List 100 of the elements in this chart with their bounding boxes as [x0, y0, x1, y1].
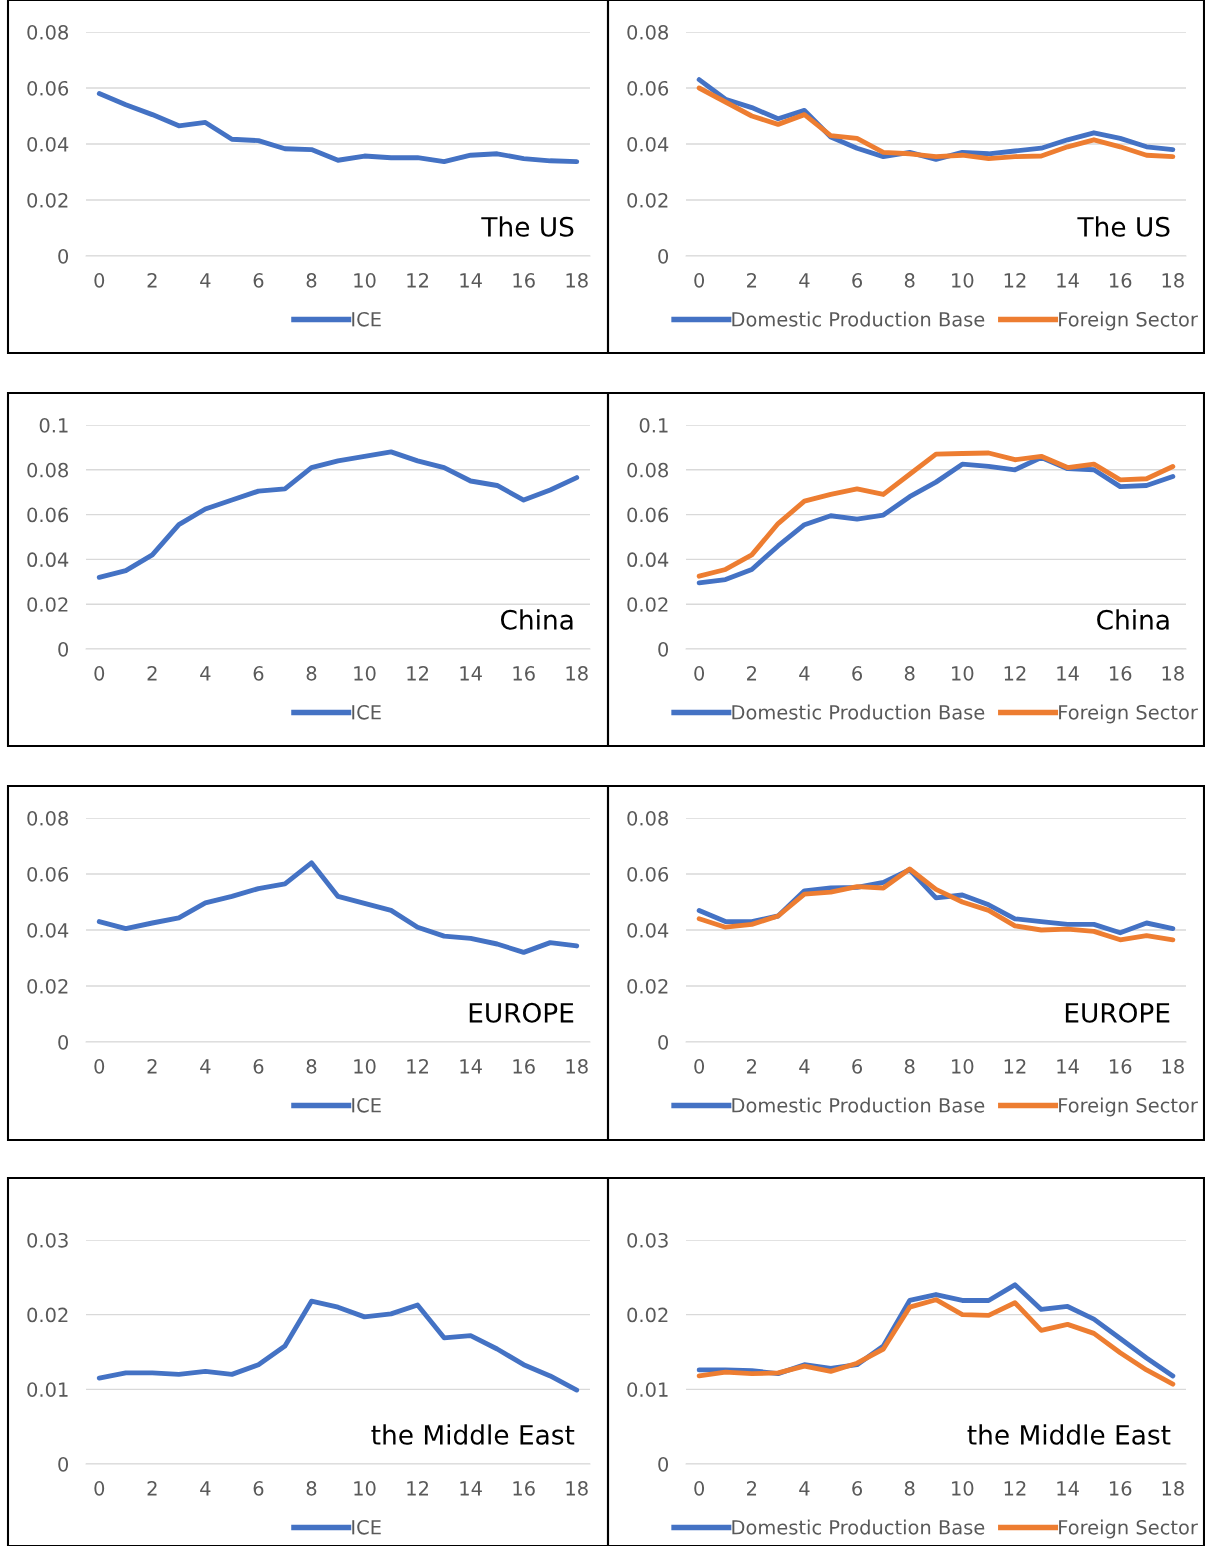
line-series — [96, 860, 580, 955]
x-tick-label: 4 — [799, 1059, 810, 1074]
x-tick-label: 12 — [1004, 1059, 1026, 1074]
annotation: EUROPE — [469, 1002, 574, 1023]
x-tick-label: 10 — [952, 666, 974, 681]
x-tick-label: 8 — [306, 1481, 317, 1496]
y-tick-label: 0 — [658, 641, 669, 657]
x-tick-label: 8 — [904, 1481, 915, 1496]
x-tick-label: 16 — [513, 1059, 535, 1074]
x-tick-label: 16 — [513, 1481, 535, 1496]
x-tick-label: 4 — [200, 666, 211, 681]
x-tick-label: 2 — [147, 1059, 157, 1074]
x-tick-label: 0 — [94, 666, 105, 681]
annotation: the Middle East — [371, 1424, 575, 1445]
y-tick-label: 0 — [58, 1034, 69, 1050]
x-tick-label: 4 — [200, 1481, 211, 1496]
x-tick-label: 12 — [407, 1481, 428, 1496]
x-tick-label: 2 — [747, 666, 757, 681]
x-tick-label: 4 — [799, 666, 810, 681]
x-tick-label: 18 — [1162, 1481, 1184, 1496]
x-tick-label: 8 — [904, 273, 915, 288]
y-tick-label: 0.02 — [627, 978, 668, 994]
y-tick-label: 0.06 — [627, 80, 669, 96]
x-tick-label: 14 — [1057, 666, 1079, 681]
x-tick-label: 2 — [147, 1481, 157, 1496]
legend-label: Foreign Sector — [1059, 1097, 1198, 1117]
x-tick-label: 0 — [694, 1059, 705, 1074]
x-tick-label: 6 — [852, 666, 863, 681]
y-tick-label: 0.04 — [27, 552, 69, 568]
x-tick-label: 8 — [306, 666, 317, 681]
x-tick-label: 14 — [460, 273, 482, 288]
legend-label: Foreign Sector — [1059, 311, 1198, 331]
x-tick-label: 6 — [852, 1481, 863, 1496]
x-tick-label: 2 — [747, 1481, 757, 1496]
x-tick-label: 16 — [513, 666, 535, 681]
annotation: China — [500, 609, 573, 630]
legend-label: Foreign Sector — [1059, 1519, 1198, 1539]
x-tick-label: 0 — [94, 273, 105, 288]
x-tick-label: 10 — [952, 273, 974, 288]
x-tick-label: 16 — [1109, 1481, 1132, 1496]
y-tick-label: 0.06 — [27, 866, 69, 882]
x-tick-label: 4 — [799, 273, 810, 288]
y-tick-label: 0 — [658, 1456, 669, 1472]
x-tick-label: 14 — [1057, 1481, 1079, 1496]
y-tick-label: 0 — [658, 248, 669, 264]
x-tick-label: 6 — [852, 1059, 863, 1074]
x-tick-label: 12 — [407, 666, 428, 681]
y-tick-label: 0 — [58, 248, 69, 264]
y-tick-label: 0.06 — [627, 866, 669, 882]
y-tick-label: 0.02 — [27, 192, 68, 208]
y-tick-label: 0.02 — [27, 978, 68, 994]
y-tick-label: 0.04 — [627, 136, 669, 152]
y-tick-label: 0.08 — [627, 810, 668, 826]
x-tick-label: 2 — [747, 1059, 757, 1074]
x-tick-label: 8 — [306, 1059, 317, 1074]
x-tick-label: 4 — [200, 273, 211, 288]
y-tick-label: 0.03 — [627, 1232, 668, 1248]
x-tick-label: 14 — [1057, 1059, 1079, 1074]
x-tick-label: 4 — [200, 1059, 211, 1074]
y-tick-label: 0.06 — [27, 80, 69, 96]
x-tick-label: 12 — [1004, 1481, 1026, 1496]
x-tick-label: 14 — [460, 1059, 482, 1074]
x-tick-label: 18 — [1162, 1059, 1184, 1074]
legend-label: ICE — [352, 311, 381, 327]
x-tick-label: 0 — [94, 1059, 105, 1074]
y-tick-label: 0 — [58, 1456, 69, 1472]
line-series — [96, 449, 580, 580]
y-tick-label: 0.01 — [627, 1382, 668, 1397]
x-tick-label: 0 — [694, 666, 705, 681]
x-tick-label: 18 — [566, 1481, 588, 1496]
y-tick-label: 0 — [658, 1034, 669, 1050]
y-tick-label: 0.01 — [27, 1382, 68, 1397]
x-tick-label: 10 — [952, 1481, 974, 1496]
line-series — [96, 91, 580, 165]
x-tick-label: 2 — [147, 666, 157, 681]
x-tick-label: 10 — [354, 666, 376, 681]
line-series — [96, 1298, 580, 1393]
x-tick-label: 10 — [354, 1481, 376, 1496]
y-tick-label: 0.04 — [627, 922, 669, 938]
y-tick-label: 0.04 — [27, 136, 69, 152]
legend-label: Domestic Production Base — [732, 311, 985, 327]
legend-label: Foreign Sector — [1059, 704, 1198, 724]
x-tick-label: 18 — [1162, 666, 1184, 681]
y-tick-label: 0.08 — [27, 810, 68, 826]
y-tick-label: 0.02 — [627, 1307, 668, 1323]
x-tick-label: 10 — [952, 1059, 974, 1074]
x-tick-label: 18 — [566, 666, 588, 681]
legend-label: Domestic Production Base — [732, 704, 985, 720]
annotation: the Middle East — [967, 1424, 1171, 1445]
line-series — [696, 1297, 1176, 1387]
x-tick-label: 6 — [253, 1481, 264, 1496]
y-tick-label: 0.02 — [627, 192, 668, 208]
y-tick-label: 0.02 — [27, 597, 68, 612]
x-tick-label: 8 — [306, 273, 317, 288]
x-tick-label: 0 — [94, 1481, 105, 1496]
legend-label: Domestic Production Base — [732, 1097, 985, 1113]
x-tick-label: 0 — [694, 1481, 705, 1496]
annotation: EUROPE — [1065, 1002, 1170, 1023]
x-tick-label: 14 — [460, 1481, 482, 1496]
x-tick-label: 16 — [1109, 666, 1132, 681]
